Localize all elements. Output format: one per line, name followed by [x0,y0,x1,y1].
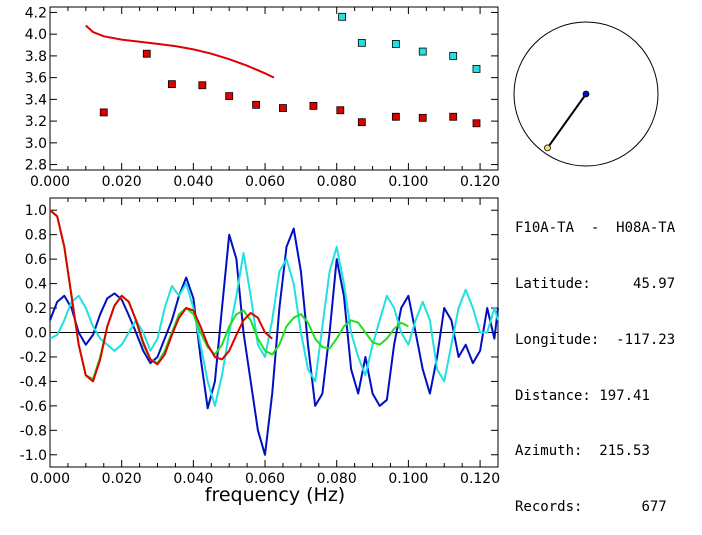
latitude-label: Latitude: [515,275,591,292]
bottom-y-tick-label: -1.0 [20,448,47,464]
top-x-tick-label: 0.120 [460,174,500,190]
figure: 0.000 0.020 0.040 0.060 0.080 0.100 0.120 2.8 3.… [20,5,659,506]
records-row: Records: 677 [515,498,675,517]
bottom-x-tick-label: 0.020 [102,471,142,487]
red-marker [391,112,400,121]
red-marker [449,112,458,121]
bottom-x-tick-label: 0.060 [245,471,285,487]
red-marker [142,49,151,58]
top-x-tick-label: 0.100 [388,174,428,190]
longitude-label: Longitude: [515,331,600,348]
bottom-x-tick-label: 0.100 [388,471,428,487]
top-y-tick-label: 3.4 [25,92,47,108]
red-marker [252,100,260,109]
red-series-line [49,209,273,383]
top-y-tick-label: 3.0 [25,136,47,152]
bottom-y-tick-label: 1.0 [25,203,47,219]
records-label: Records: [515,499,583,516]
top-y-tick-label: 2.8 [25,158,47,174]
correlation-chart: 0.000 0.020 0.040 0.060 0.080 0.100 0.120 1.0 0.… [20,197,500,487]
red-marker [167,80,176,89]
longitude-row: Longitude: -117.23 [515,331,675,350]
red-marker [99,108,108,117]
station-info-panel: F10A-TA - H08A-TA Latitude: 45.97 Longit… [515,182,675,535]
cyan-marker [338,12,346,21]
compass-circle [513,21,659,167]
cyan-marker [357,38,366,47]
azimuth-line [546,93,587,149]
red-marker [225,92,234,101]
phase-velocity-curve [85,24,275,79]
red-marker [357,118,366,127]
bottom-y-tick-label: 0.4 [25,277,47,293]
red-marker [309,101,318,110]
records-value: 677 [641,499,667,516]
x-axis-label: frequency (Hz) [205,484,345,506]
latitude-row: Latitude: 45.97 [515,275,675,294]
bottom-y-tick-label: 0.8 [25,228,47,244]
top-frame [49,6,499,171]
latitude-value: 45.97 [633,275,676,292]
azimuth-value: 215.53 [599,443,650,460]
cyan-marker [391,40,400,48]
red-marker [418,113,427,122]
station-pair: F10A-TA - H08A-TA [515,220,676,237]
bottom-y-tick-label: 0.6 [25,252,47,268]
blue-series-line [49,227,499,456]
dispersion-chart: 0.000 0.020 0.040 0.060 0.080 0.100 0.120 2.8 3.… [25,5,500,190]
bottom-x-tick-label: 0.000 [30,471,70,487]
station-dot [582,90,590,98]
bottom-y-tick-label: 0.2 [25,301,47,317]
top-x-tick-label: 0.060 [245,174,285,190]
red-marker [336,106,345,115]
top-y-tick-label: 3.2 [25,114,47,130]
top-y-tick-label: 3.8 [25,49,47,65]
red-marker [279,104,287,112]
bottom-y-tick-label: -0.2 [20,350,47,366]
cyan-series-line [49,245,499,407]
bottom-x-tick-label: 0.120 [460,471,500,487]
cyan-marker [472,65,481,73]
cyan-marker [449,52,458,60]
red-marker [472,119,481,128]
top-y-tick-label: 4.0 [25,27,47,43]
azimuth-label: Azimuth: [515,443,583,460]
top-x-tick-label: 0.020 [102,174,142,190]
top-x-tick-label: 0.000 [30,174,70,190]
top-y-tick-label: 4.2 [25,5,47,21]
bottom-y-tick-label: 0.0 [25,326,47,342]
bottom-y-tick-label: -0.8 [20,423,47,439]
cyan-marker [418,47,427,56]
red-marker [198,81,207,90]
top-y-tick-label: 3.6 [25,71,47,87]
distance-row: Distance: 197.41 [515,387,675,406]
bottom-x-tick-label: 0.080 [317,471,357,487]
top-x-tick-label: 0.040 [173,174,213,190]
bottom-y-tick-label: -0.6 [20,399,47,415]
longitude-value: -117.23 [616,331,676,348]
bottom-y-tick-label: -0.4 [20,374,47,390]
distance-value: 197.41 [599,387,650,404]
azimuth-row: Azimuth: 215.53 [515,442,675,461]
azimuth-compass [513,21,659,167]
top-x-tick-label: 0.080 [317,174,357,190]
distance-label: Distance: [515,387,591,404]
source-dot [544,144,551,152]
bottom-x-tick-label: 0.040 [173,471,213,487]
